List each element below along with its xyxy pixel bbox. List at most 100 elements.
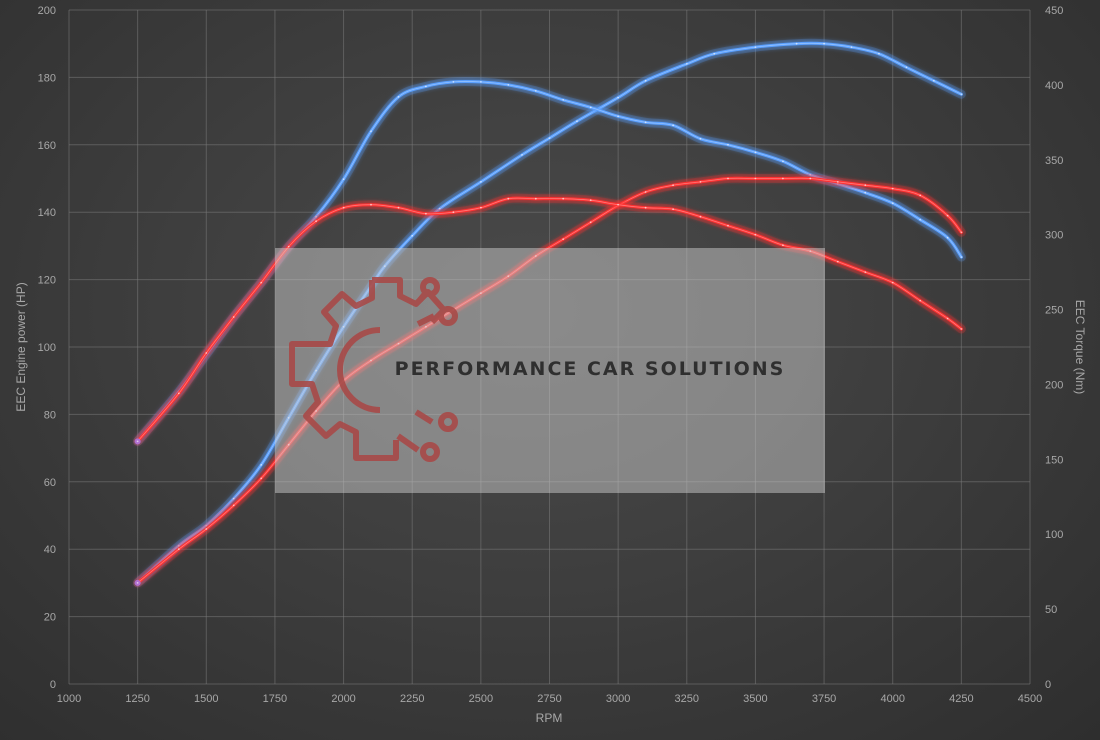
y2-tick-label: 450 — [1045, 5, 1063, 17]
data-point — [370, 359, 372, 362]
data-point — [507, 84, 510, 86]
data-point — [480, 206, 482, 209]
data-point — [315, 369, 317, 372]
data-point — [205, 528, 208, 530]
data-point — [589, 221, 592, 224]
data-point — [315, 220, 317, 223]
data-point — [727, 143, 729, 146]
data-point — [425, 85, 427, 88]
data-point — [370, 203, 372, 206]
x-tick-label: 4250 — [949, 693, 973, 705]
data-point — [782, 244, 784, 247]
y-axis-title: EEC Engine power (HP) — [14, 282, 28, 411]
data-point — [960, 328, 963, 330]
data-point — [617, 96, 619, 99]
data-point — [960, 93, 963, 96]
data-point — [425, 325, 427, 328]
data-point — [576, 120, 578, 123]
data-point — [754, 151, 757, 154]
y-tick-label: 100 — [38, 342, 56, 354]
data-point — [864, 271, 867, 273]
x-tick-label: 3750 — [812, 693, 836, 705]
data-point — [315, 215, 317, 218]
data-point — [905, 66, 908, 69]
data-point — [480, 292, 482, 294]
data-point — [562, 238, 565, 241]
y-tick-label: 180 — [38, 72, 56, 84]
data-point — [754, 233, 757, 236]
y2-tick-label: 200 — [1045, 379, 1063, 391]
y2-tick-label: 100 — [1045, 529, 1063, 541]
y-tick-label: 140 — [38, 207, 56, 219]
data-point — [919, 299, 922, 302]
data-point — [878, 52, 880, 55]
series-highlight — [137, 42, 962, 584]
data-point — [480, 81, 482, 83]
data-point — [754, 46, 757, 48]
series-stock-power — [133, 173, 966, 588]
grid — [68, 9, 1031, 685]
data-point — [946, 317, 949, 320]
data-point — [342, 178, 345, 181]
y2-axis-title: EEC Torque (Nm) — [1073, 300, 1087, 394]
data-point — [438, 207, 441, 210]
data-point — [260, 477, 263, 480]
data-point — [685, 63, 688, 65]
data-point — [232, 497, 235, 500]
data-point — [260, 281, 263, 284]
y-tick-label: 160 — [38, 140, 56, 152]
data-point — [589, 199, 592, 202]
data-point — [960, 256, 963, 258]
data-point — [370, 130, 372, 133]
y2-tick-label: 150 — [1045, 454, 1063, 466]
data-point — [672, 184, 674, 187]
series-stock-torque — [133, 193, 966, 446]
data-point — [534, 197, 537, 200]
data-point — [287, 443, 290, 446]
x-tick-label: 1250 — [125, 693, 149, 705]
data-point — [315, 410, 317, 412]
watermark-brand-text: PERFORMANCE CAR SOLUTIONS — [395, 358, 786, 380]
data-point — [809, 250, 812, 253]
data-point — [534, 90, 537, 92]
data-point — [260, 464, 263, 466]
gear-circuit-logo — [289, 277, 458, 462]
data-point — [699, 181, 702, 183]
data-point — [534, 255, 537, 257]
data-point — [452, 211, 455, 214]
data-point — [836, 181, 839, 183]
data-point — [232, 316, 235, 318]
data-point — [425, 212, 427, 215]
y-tick-label: 200 — [38, 5, 56, 17]
data-point — [864, 184, 867, 187]
data-point — [672, 124, 674, 127]
data-point — [891, 281, 894, 284]
watermark: PERFORMANCE CAR SOLUTIONS — [275, 248, 825, 493]
x-tick-label: 3000 — [606, 693, 630, 705]
y-tick-label: 0 — [50, 679, 56, 691]
data-point — [933, 79, 935, 82]
data-point — [946, 214, 949, 217]
y-tick-label: 120 — [38, 275, 56, 287]
y-tick-label: 80 — [44, 409, 56, 421]
data-point — [919, 194, 922, 197]
data-point — [589, 106, 592, 109]
data-point — [562, 197, 565, 200]
data-point — [342, 325, 345, 328]
y-tick-label: 20 — [44, 612, 56, 624]
series-layer — [133, 38, 966, 588]
data-point — [946, 236, 949, 239]
y2-tick-label: 250 — [1045, 305, 1063, 317]
data-point — [713, 52, 716, 55]
data-point — [411, 234, 414, 237]
y-tick-label: 40 — [44, 544, 56, 556]
x-axis-ticks: 1000 1250 1500 1750 2000 2250 2500 2750 3000 3250… — [57, 693, 1042, 705]
data-point — [287, 416, 290, 419]
data-point — [342, 206, 345, 209]
data-point — [727, 224, 729, 227]
y2-tick-label: 0 — [1045, 679, 1051, 691]
series-tuned-power — [133, 38, 966, 588]
data-point — [754, 177, 757, 180]
y2-tick-label: 300 — [1045, 230, 1063, 242]
